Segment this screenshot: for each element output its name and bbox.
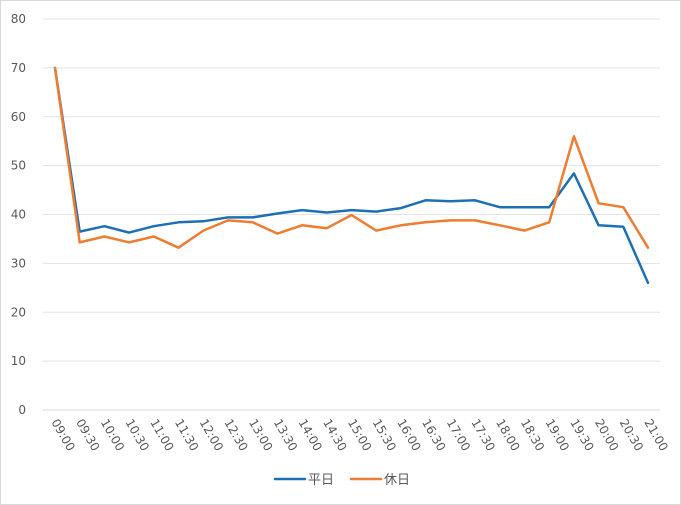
x-tick-label-1600: 16:00 (394, 417, 423, 454)
x-tick-label-1630: 16:30 (419, 417, 448, 454)
x-tick-label-1500: 15:00 (345, 417, 374, 454)
y-tick-label-10: 10 (11, 354, 26, 368)
x-tick-label-1300: 13:00 (246, 417, 275, 454)
x-tick-label-1000: 10:00 (98, 417, 127, 454)
legend-label-1: 平日 (308, 473, 334, 488)
x-tick-label-1430: 14:30 (320, 417, 349, 454)
x-tick-label-1930: 19:30 (567, 417, 596, 454)
x-tick-label-2100: 21:00 (641, 417, 670, 454)
x-tick-label-1100: 11:00 (147, 417, 176, 454)
x-tick-label-1330: 13:30 (271, 417, 300, 454)
x-tick-label-1200: 12:00 (197, 417, 226, 454)
x-tick-label-2030: 20:30 (617, 417, 646, 454)
y-tick-label-30: 30 (11, 256, 26, 270)
y-tick-label-50: 50 (11, 159, 26, 173)
x-tick-label-1400: 14:00 (295, 417, 324, 454)
y-tick-label-60: 60 (11, 110, 26, 124)
x-tick-label-1530: 15:30 (370, 417, 399, 454)
x-tick-label-1230: 12:30 (221, 417, 250, 454)
series-line-2 (53, 66, 650, 249)
x-tick-label-0930: 09:30 (73, 417, 102, 454)
y-tick-label-0: 0 (18, 403, 26, 417)
x-tick-label-1130: 11:30 (172, 417, 201, 454)
series-line-1 (53, 66, 650, 285)
x-tick-label-1030: 10:30 (123, 417, 152, 454)
y-tick-label-70: 70 (11, 61, 26, 75)
y-tick-label-80: 80 (11, 12, 26, 26)
x-tick-label-1800: 18:00 (493, 417, 522, 454)
x-tick-label-0900: 09:00 (48, 417, 77, 454)
y-tick-label-20: 20 (11, 305, 26, 319)
x-tick-label-1730: 17:30 (468, 417, 497, 454)
legend-label-2: 休日 (384, 473, 410, 488)
x-tick-label-1700: 17:00 (444, 417, 473, 454)
x-tick-label-1830: 18:30 (518, 417, 547, 454)
y-tick-label-40: 40 (11, 208, 26, 222)
x-tick-label-1900: 19:00 (543, 417, 572, 454)
x-tick-label-2000: 20:00 (592, 417, 621, 454)
